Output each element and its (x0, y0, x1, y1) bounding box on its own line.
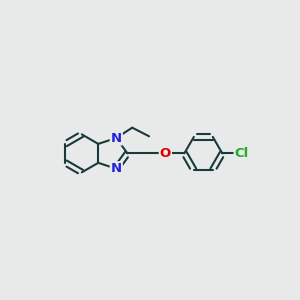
Text: O: O (160, 147, 171, 160)
Text: N: N (111, 131, 122, 145)
Text: Cl: Cl (235, 147, 249, 160)
Text: N: N (111, 162, 122, 175)
